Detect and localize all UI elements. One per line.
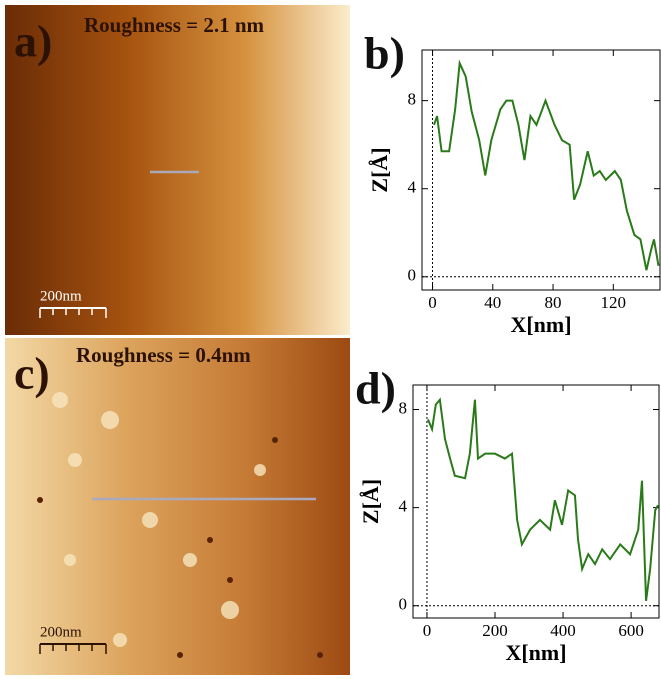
y-tick-label: 4 xyxy=(399,497,408,516)
y-tick-label: 8 xyxy=(408,90,417,109)
annotation: Roughness = 0.4nm xyxy=(76,343,251,367)
scale-bar-label: 200nm xyxy=(40,288,82,304)
x-tick-label: 0 xyxy=(423,621,432,640)
scale-bar-label: 200nm xyxy=(40,624,82,640)
profile-line xyxy=(427,397,659,601)
y-tick-label: 4 xyxy=(408,178,417,197)
panel-label: a) xyxy=(14,16,52,67)
afm-image-a: a) Roughness = 2.1 nm 200nm xyxy=(5,5,350,335)
y-axis-label: Z[Å] xyxy=(358,479,383,524)
plot-frame xyxy=(412,384,660,619)
y-tick-label: 8 xyxy=(399,398,408,417)
x-tick-label: 40 xyxy=(484,293,501,312)
plot-frame xyxy=(421,49,661,291)
panel-label: b) xyxy=(364,28,405,79)
y-tick-label: 0 xyxy=(399,595,408,614)
annotation: Roughness = 2.1 nm xyxy=(84,13,265,37)
y-tick-label: 0 xyxy=(408,266,417,285)
panel-label: d) xyxy=(355,363,396,414)
x-tick-label: 600 xyxy=(618,621,644,640)
x-tick-label: 120 xyxy=(601,293,627,312)
afm-image-c: c) Roughness = 0.4nm 200nm xyxy=(5,338,350,675)
x-axis-label: X[nm] xyxy=(510,312,571,337)
x-tick-label: 80 xyxy=(545,293,562,312)
x-tick-label: 200 xyxy=(482,621,508,640)
x-axis-label: X[nm] xyxy=(505,640,566,665)
x-tick-label: 400 xyxy=(550,621,576,640)
y-axis-label: Z[Å] xyxy=(367,147,392,192)
panel-label: c) xyxy=(14,348,50,399)
x-tick-label: 0 xyxy=(428,293,437,312)
profile-line xyxy=(433,59,660,271)
